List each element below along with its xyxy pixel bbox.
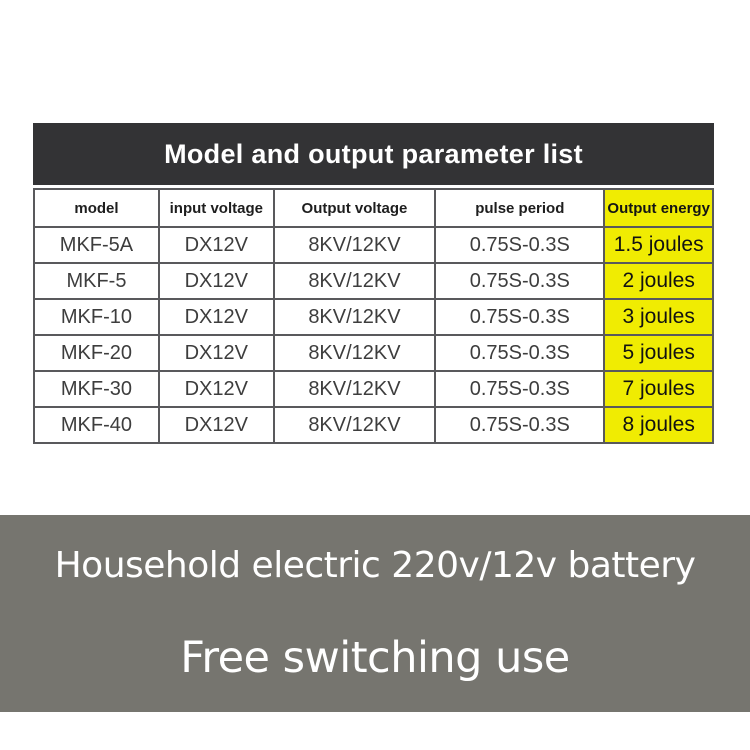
output-energy-cell: 3 joules: [603, 298, 714, 336]
model-cell: MKF-10: [33, 298, 160, 336]
input-voltage-cell: DX12V: [157, 406, 275, 444]
output-voltage-cell: 8KV/12KV: [272, 262, 437, 300]
input-voltage-cell: DX12V: [157, 298, 275, 336]
gray-banner: Household electric 220v/12v battery Free…: [0, 515, 750, 712]
output-voltage-cell: 8KV/12KV: [272, 298, 437, 336]
column-header-output-voltage: Output voltage: [272, 188, 437, 228]
table-row: MKF-5A DX12V 8KV/12KV 0.75S-0.3S 1.5 jou…: [33, 226, 714, 264]
parameter-table: model input voltage Output voltage pulse…: [33, 188, 714, 444]
model-cell: MKF-30: [33, 370, 160, 408]
banner-line-1: Household electric 220v/12v battery: [54, 545, 696, 586]
input-voltage-cell: DX12V: [157, 262, 275, 300]
output-energy-cell: 5 joules: [603, 334, 714, 372]
pulse-period-cell: 0.75S-0.3S: [434, 262, 606, 300]
output-voltage-cell: 8KV/12KV: [272, 334, 437, 372]
model-cell: MKF-5: [33, 262, 160, 300]
pulse-period-cell: 0.75S-0.3S: [434, 406, 606, 444]
output-voltage-cell: 8KV/12KV: [272, 406, 437, 444]
table-title: Model and output parameter list: [33, 123, 714, 185]
output-voltage-cell: 8KV/12KV: [272, 226, 437, 264]
column-header-output-energy: Output energy: [603, 188, 714, 228]
column-header-input-voltage: input voltage: [157, 188, 275, 228]
output-energy-cell: 8 joules: [603, 406, 714, 444]
output-voltage-cell: 8KV/12KV: [272, 370, 437, 408]
table-row: MKF-40 DX12V 8KV/12KV 0.75S-0.3S 8 joule…: [33, 406, 714, 444]
table-row: MKF-30 DX12V 8KV/12KV 0.75S-0.3S 7 joule…: [33, 370, 714, 408]
model-cell: MKF-40: [33, 406, 160, 444]
input-voltage-cell: DX12V: [157, 226, 275, 264]
pulse-period-cell: 0.75S-0.3S: [434, 298, 606, 336]
input-voltage-cell: DX12V: [157, 370, 275, 408]
pulse-period-cell: 0.75S-0.3S: [434, 370, 606, 408]
banner-line-2: Free switching use: [180, 633, 570, 683]
column-header-model: model: [33, 188, 160, 228]
input-voltage-cell: DX12V: [157, 334, 275, 372]
model-cell: MKF-5A: [33, 226, 160, 264]
table-header-row: model input voltage Output voltage pulse…: [33, 188, 714, 228]
output-energy-cell: 1.5 joules: [603, 226, 714, 264]
model-cell: MKF-20: [33, 334, 160, 372]
output-energy-cell: 7 joules: [603, 370, 714, 408]
output-energy-cell: 2 joules: [603, 262, 714, 300]
table-row: MKF-5 DX12V 8KV/12KV 0.75S-0.3S 2 joules: [33, 262, 714, 300]
pulse-period-cell: 0.75S-0.3S: [434, 334, 606, 372]
pulse-period-cell: 0.75S-0.3S: [434, 226, 606, 264]
parameter-table-section: Model and output parameter list model in…: [33, 123, 714, 444]
table-row: MKF-20 DX12V 8KV/12KV 0.75S-0.3S 5 joule…: [33, 334, 714, 372]
column-header-pulse-period: pulse period: [434, 188, 606, 228]
table-row: MKF-10 DX12V 8KV/12KV 0.75S-0.3S 3 joule…: [33, 298, 714, 336]
